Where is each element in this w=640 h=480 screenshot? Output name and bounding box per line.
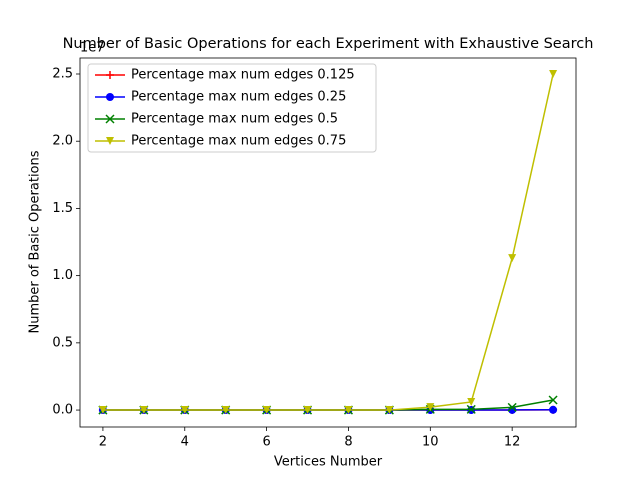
marker xyxy=(221,406,230,415)
legend: Percentage max num edges 0.125 Percentage… xyxy=(87,63,377,153)
y-tick-label: 0.5 xyxy=(52,335,73,350)
x-tick-label: 4 xyxy=(181,435,189,450)
y-axis-label: Number of Basic Operations xyxy=(28,150,43,333)
marker xyxy=(180,406,189,415)
x-tick-label: 12 xyxy=(504,435,521,450)
marker xyxy=(139,406,148,415)
x-tick-label: 6 xyxy=(262,435,270,450)
marker xyxy=(548,395,558,405)
legend-label: Percentage max num edges 0.75 xyxy=(131,134,346,149)
y-tick-label: 2.5 xyxy=(52,66,73,81)
legend-box xyxy=(87,63,377,153)
marker xyxy=(344,406,353,415)
marker xyxy=(385,406,394,415)
x-tick-label: 8 xyxy=(344,435,352,450)
y-tick-label: 1.0 xyxy=(52,268,73,283)
y-offset-text: 1e7 xyxy=(80,41,105,56)
y-tick-label: 2.0 xyxy=(52,134,73,149)
marker xyxy=(106,137,114,145)
marker xyxy=(467,397,476,406)
series-line xyxy=(102,73,554,411)
marker xyxy=(508,254,517,263)
plot-frame xyxy=(79,57,577,428)
marker xyxy=(262,406,271,415)
y-tick-label: 1.5 xyxy=(52,201,73,216)
y-tick-label: 0.0 xyxy=(52,403,73,418)
marker xyxy=(303,406,312,415)
marker xyxy=(466,404,476,414)
x-tick-label: 10 xyxy=(422,435,439,450)
x-axis-label: Vertices Number xyxy=(274,455,383,470)
marker xyxy=(507,402,517,412)
marker xyxy=(105,114,115,124)
marker xyxy=(106,71,114,79)
marker xyxy=(98,406,107,415)
marker xyxy=(106,93,114,101)
legend-label: Percentage max num edges 0.125 xyxy=(131,68,355,83)
marker xyxy=(549,405,558,414)
x-tick-label: 2 xyxy=(99,435,107,450)
chart-title: Number of Basic Operations for each Expe… xyxy=(63,36,594,52)
marker xyxy=(549,69,558,78)
legend-label: Percentage max num edges 0.5 xyxy=(131,112,338,127)
legend-label: Percentage max num edges 0.25 xyxy=(131,90,346,105)
marker xyxy=(426,403,435,412)
